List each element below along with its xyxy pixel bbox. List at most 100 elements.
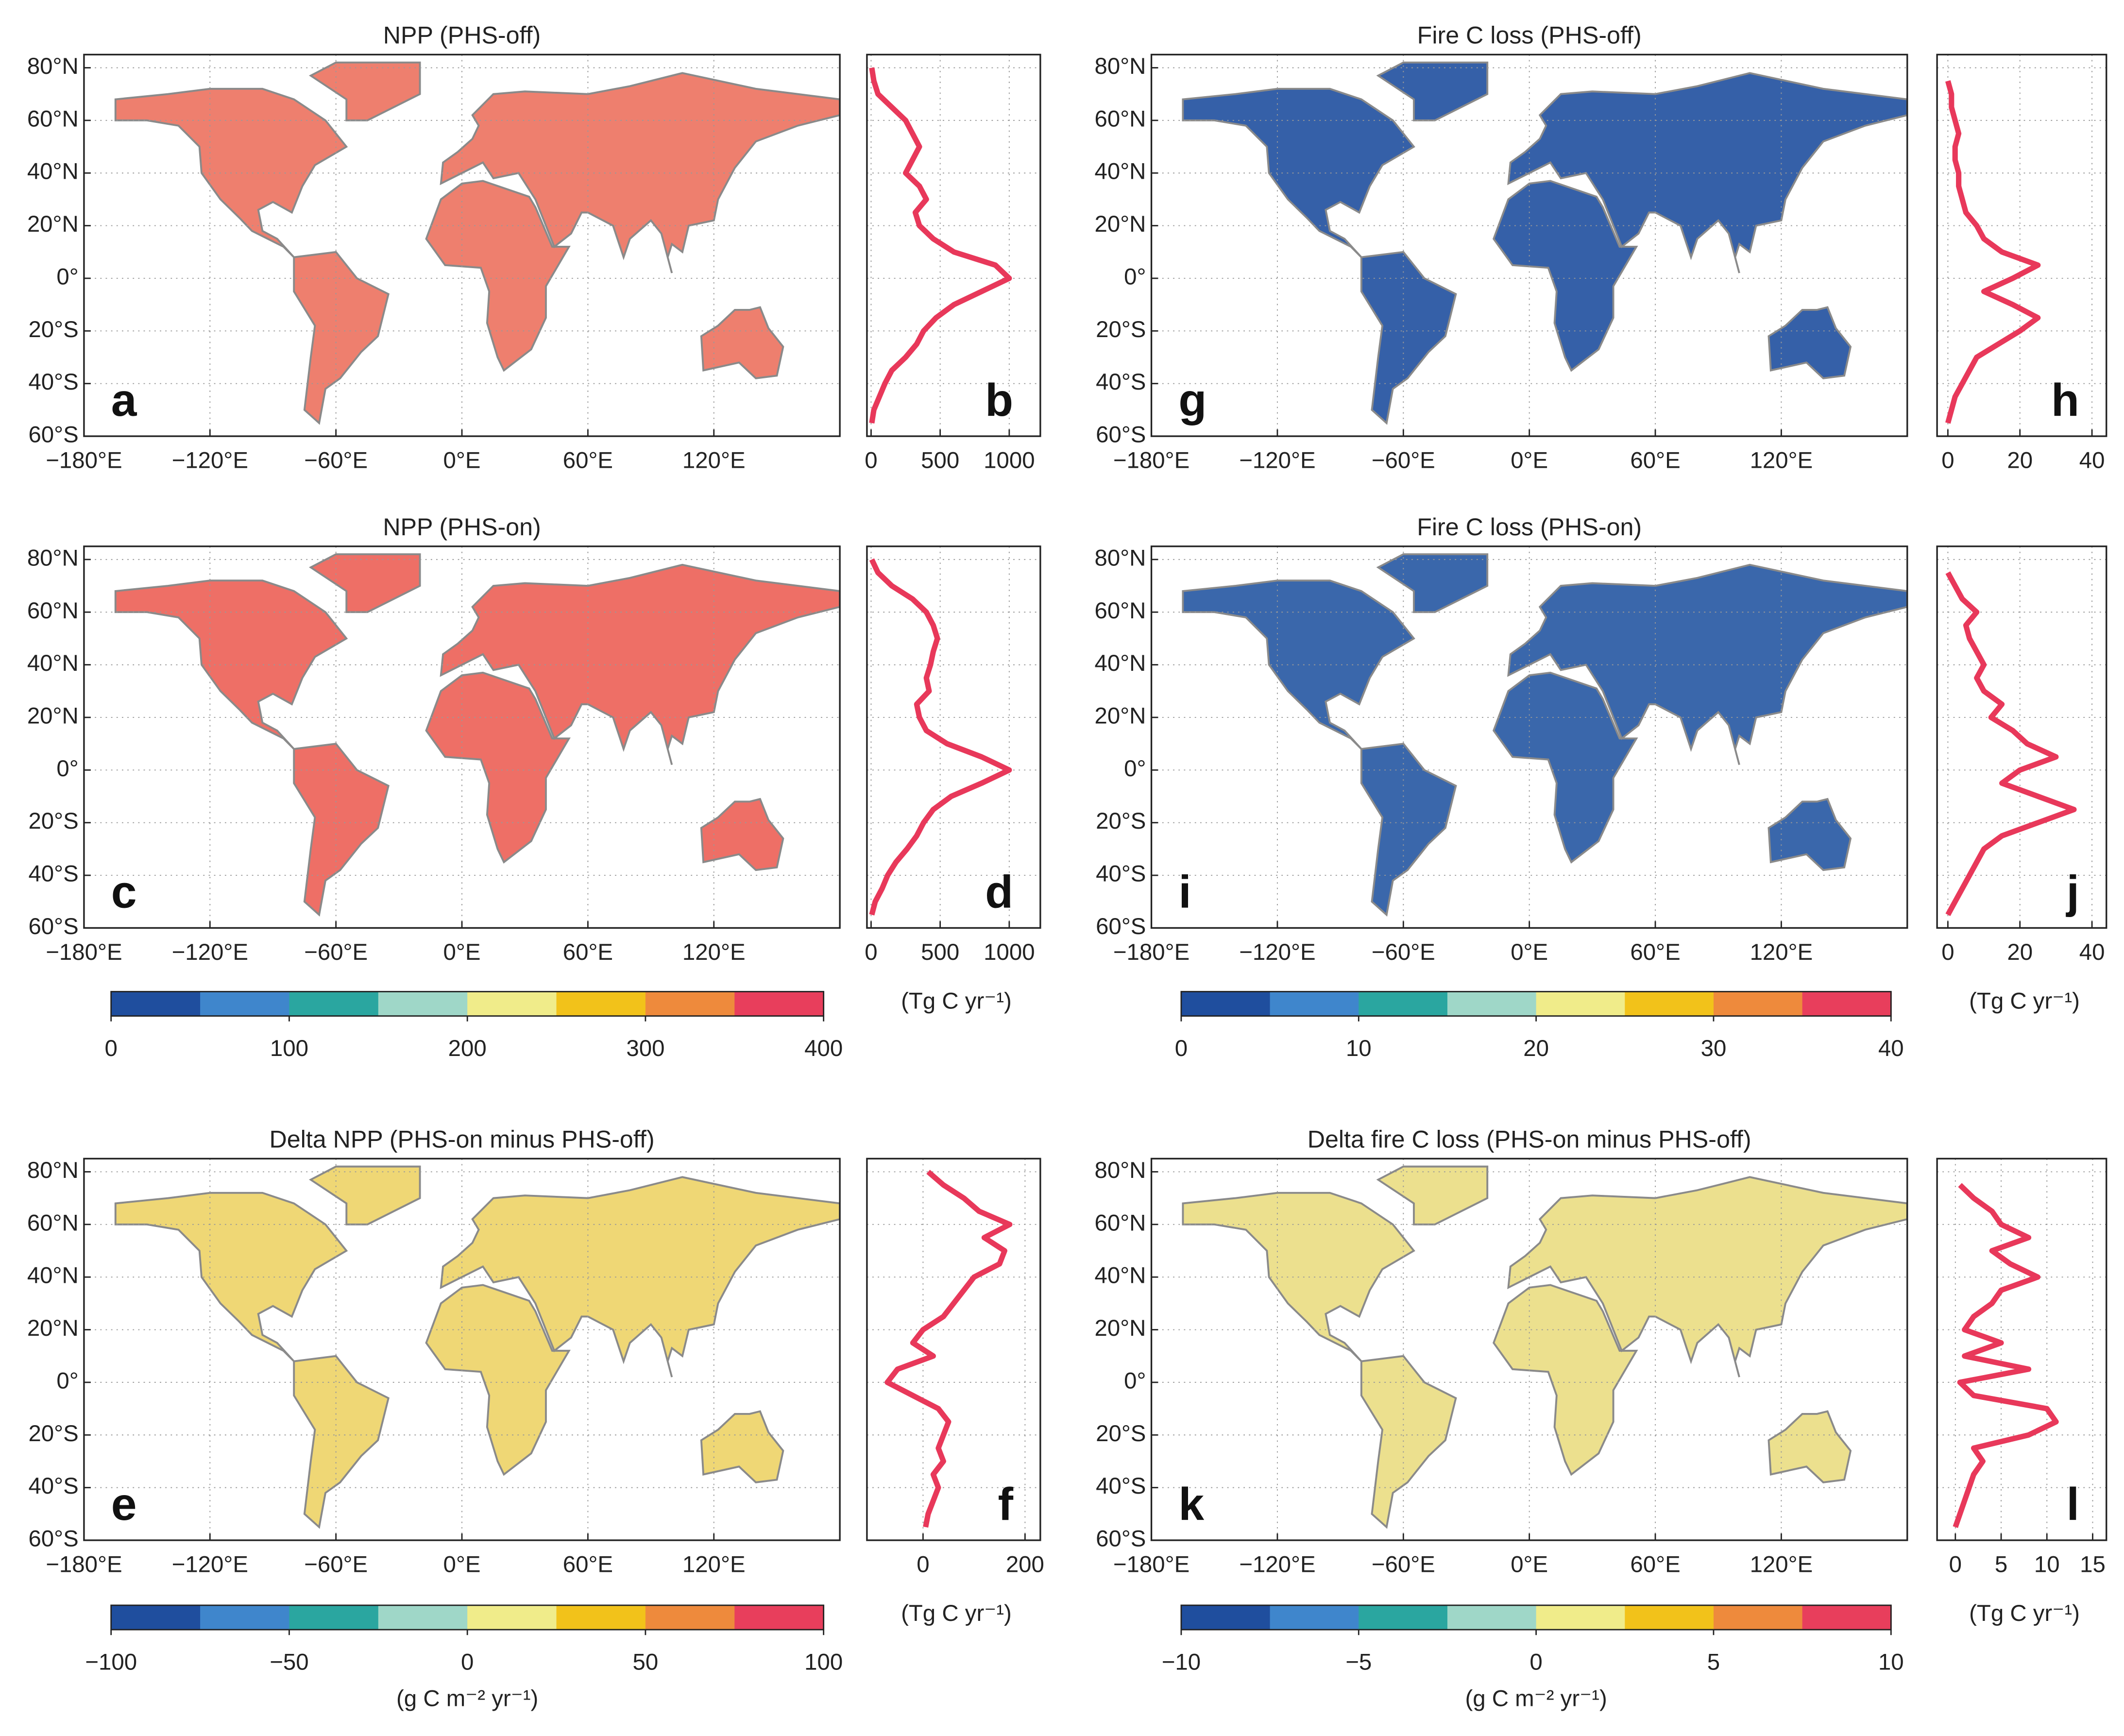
panel-label: c (111, 867, 137, 918)
x-tick-label: −60°E (304, 1552, 368, 1578)
y-tick-label: 40°N (27, 650, 79, 676)
y-tick-label: 80°N (27, 53, 79, 79)
y-tick-label: 60°S (1096, 1526, 1146, 1552)
colorbar-bin (1359, 1605, 1448, 1630)
x-tick-label: 0°E (443, 448, 481, 474)
y-tick-label: 20°N (1094, 1315, 1146, 1341)
y-tick-label: 60°N (27, 1210, 79, 1236)
x-tick-label: 40 (2079, 939, 2105, 965)
colorbar-bin (378, 1605, 468, 1630)
y-tick-label: 40°S (1096, 369, 1146, 395)
colorbar-bin (467, 991, 557, 1016)
continent (1507, 1176, 1907, 1378)
x-axis-label: (Tg C yr⁻¹) (1969, 1600, 2080, 1626)
colorbar-bin (467, 1605, 557, 1630)
plot-frame (1936, 53, 2107, 437)
x-tick-label: 120°E (682, 939, 746, 965)
x-tick-label: 0°E (443, 1552, 481, 1578)
colorbar-bin (1625, 991, 1715, 1016)
x-tick-label: −60°E (304, 939, 368, 965)
continent (440, 72, 840, 273)
y-tick-label: 40°N (27, 1263, 79, 1289)
y-tick-label: 20°S (1096, 1421, 1146, 1447)
map-title: NPP (PHS-off) (383, 21, 541, 49)
x-tick-label: −120°E (1239, 448, 1315, 474)
colorbar-bin (1802, 1605, 1892, 1630)
continent (440, 563, 840, 765)
x-tick-label: 0 (1941, 448, 1954, 474)
continent (293, 1355, 390, 1529)
y-tick-label: 40°N (1094, 650, 1146, 676)
plot-frame (83, 1157, 841, 1541)
x-tick-label: 200 (1006, 1552, 1044, 1578)
x-tick-label: 1000 (984, 939, 1035, 965)
colorbar-bin (289, 1605, 379, 1630)
profile-line (1945, 571, 2077, 917)
continent (1376, 61, 1489, 121)
plot-frame (866, 53, 1041, 437)
colorbar-tick-label: 0 (105, 1036, 118, 1061)
colorbar-tick-label: 100 (804, 1649, 843, 1675)
colorbar-bin (1536, 1605, 1626, 1630)
x-tick-label: 0°E (1511, 1552, 1548, 1578)
y-tick-label: 80°N (1094, 53, 1146, 79)
colorbar-bin (378, 991, 468, 1016)
y-tick-label: 20°N (1094, 211, 1146, 237)
x-tick-label: 120°E (1750, 448, 1813, 474)
continent (700, 306, 784, 379)
y-tick-label: 0° (56, 1368, 78, 1394)
colorbar-tick-label: 0 (1175, 1036, 1188, 1061)
map-title: Delta fire C loss (PHS-on minus PHS-off) (1308, 1125, 1751, 1153)
x-tick-label: −180°E (1113, 448, 1189, 474)
y-tick-label: 40°N (1094, 159, 1146, 185)
plot-frame (866, 545, 1041, 929)
continent (1767, 1410, 1852, 1483)
y-tick-label: 20°N (27, 1315, 79, 1341)
x-tick-label: 0 (1949, 1552, 1962, 1578)
x-tick-label: 0°E (443, 939, 481, 965)
x-tick-label: 0 (865, 939, 877, 965)
y-tick-label: 60°N (1094, 106, 1146, 132)
plot-frame (1150, 53, 1908, 437)
profile-line (869, 558, 1012, 916)
colorbar-bin (111, 991, 201, 1016)
continent (1360, 251, 1457, 425)
y-tick-label: 40°S (28, 1473, 78, 1499)
colorbar-tick-label: 40 (1878, 1036, 1904, 1061)
colorbar-bin (645, 991, 735, 1016)
panel-label: l (2067, 1479, 2079, 1530)
y-tick-label: 40°S (1096, 1473, 1146, 1499)
continent (293, 251, 390, 425)
colorbar-tick-label: 200 (448, 1036, 487, 1061)
continent (700, 798, 784, 871)
y-tick-label: 0° (1124, 264, 1146, 289)
x-tick-label: 0°E (1511, 448, 1548, 474)
colorbar-tick-label: 10 (1346, 1036, 1372, 1061)
colorbar-bin (200, 1605, 290, 1630)
colorbar-tick-label: 20 (1523, 1036, 1549, 1061)
colorbar-tick-label: −5 (1345, 1649, 1372, 1675)
colorbar-tick-label: 300 (626, 1036, 664, 1061)
colorbar-bin (1270, 1605, 1359, 1630)
x-tick-label: 120°E (1750, 939, 1813, 965)
y-tick-label: 20°N (27, 211, 79, 237)
x-tick-label: 60°E (1630, 448, 1680, 474)
x-tick-label: −60°E (304, 448, 368, 474)
colorbar-tick-label: 5 (1707, 1649, 1720, 1675)
x-tick-label: 0 (865, 448, 877, 474)
profile-line (884, 1170, 1013, 1528)
y-tick-label: 40°N (27, 159, 79, 185)
x-tick-label: 0 (1941, 939, 1954, 965)
continent (1376, 1165, 1489, 1225)
colorbar-bin (1802, 991, 1892, 1016)
y-tick-label: 20°N (27, 703, 79, 729)
map-title: Fire C loss (PHS-on) (1417, 513, 1642, 541)
panel-label: b (985, 374, 1013, 426)
continent (308, 553, 421, 613)
profile-line (869, 67, 1012, 424)
y-tick-label: 20°S (28, 1421, 78, 1447)
colorbar-bin (111, 1605, 201, 1630)
x-tick-label: 20 (2007, 448, 2033, 474)
y-tick-label: 0° (56, 756, 78, 782)
